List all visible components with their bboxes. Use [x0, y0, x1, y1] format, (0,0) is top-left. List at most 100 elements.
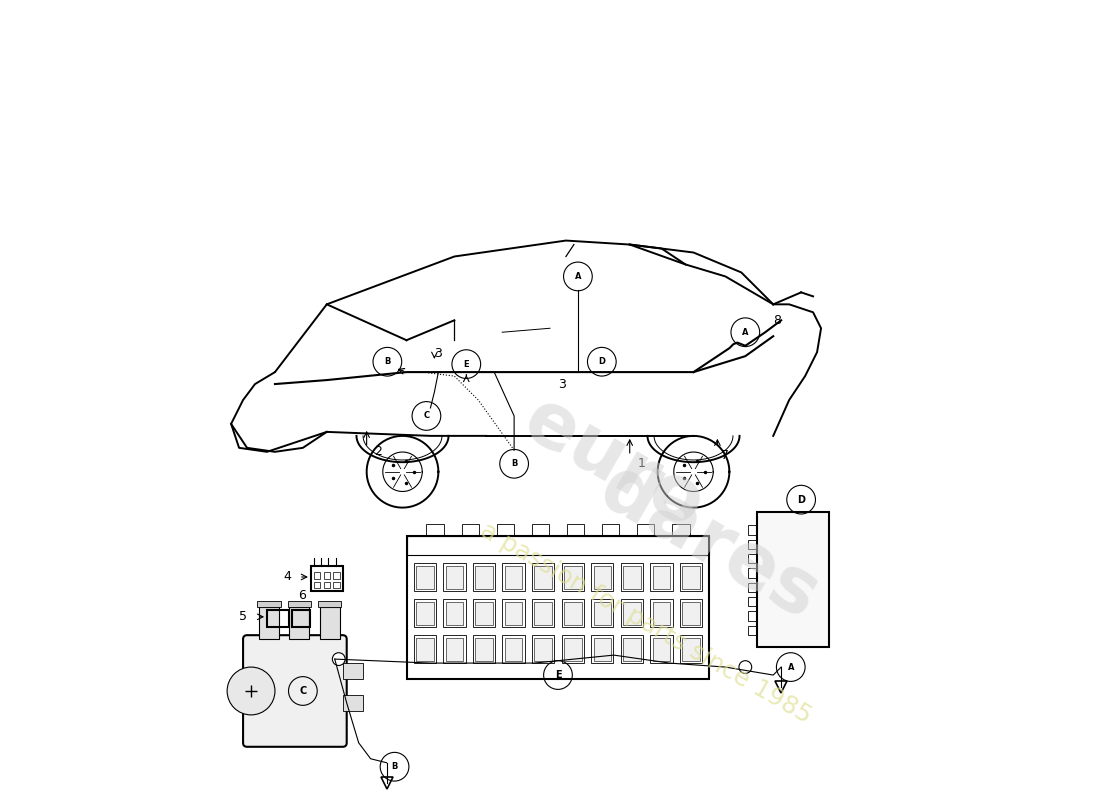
Bar: [680, 599, 702, 627]
Bar: [652, 566, 670, 589]
Text: E: E: [463, 360, 469, 369]
Text: D: D: [798, 494, 805, 505]
Text: 3: 3: [558, 378, 565, 390]
Bar: [505, 566, 522, 589]
Bar: [288, 601, 311, 607]
Bar: [333, 572, 340, 578]
Bar: [748, 525, 757, 534]
Bar: [748, 597, 757, 606]
Bar: [414, 635, 436, 663]
Bar: [343, 663, 363, 679]
Bar: [748, 568, 757, 578]
Text: dares: dares: [586, 451, 833, 636]
Bar: [267, 610, 289, 627]
Bar: [532, 563, 554, 591]
Bar: [443, 635, 465, 663]
Text: B: B: [384, 358, 390, 366]
Bar: [652, 638, 670, 661]
Text: C: C: [299, 686, 307, 696]
Bar: [443, 599, 465, 627]
Bar: [623, 638, 640, 661]
Bar: [289, 607, 309, 639]
Bar: [594, 638, 612, 661]
Bar: [602, 523, 619, 535]
FancyBboxPatch shape: [243, 635, 346, 746]
Bar: [535, 566, 552, 589]
Bar: [594, 602, 612, 625]
Bar: [623, 566, 640, 589]
Bar: [748, 554, 757, 563]
Text: B: B: [392, 762, 398, 771]
Bar: [562, 563, 584, 591]
Bar: [620, 635, 644, 663]
Text: 6: 6: [298, 589, 306, 602]
Bar: [505, 638, 522, 661]
Text: 3: 3: [434, 347, 442, 360]
Text: 1: 1: [638, 458, 646, 470]
Text: 2: 2: [375, 446, 383, 458]
Bar: [323, 582, 330, 588]
Bar: [531, 523, 549, 535]
Bar: [748, 626, 757, 635]
Bar: [564, 638, 582, 661]
Bar: [258, 607, 279, 639]
Text: E: E: [554, 670, 561, 680]
Text: A: A: [574, 272, 581, 281]
Bar: [473, 563, 495, 591]
Bar: [650, 599, 672, 627]
Text: A: A: [788, 662, 794, 671]
Bar: [652, 602, 670, 625]
Bar: [416, 602, 433, 625]
Text: A: A: [742, 328, 749, 337]
Bar: [532, 635, 554, 663]
Bar: [320, 607, 340, 639]
Bar: [564, 566, 582, 589]
Bar: [323, 572, 330, 578]
Text: 7: 7: [722, 450, 729, 462]
Bar: [414, 563, 436, 591]
Bar: [293, 610, 310, 627]
Text: 5: 5: [239, 610, 248, 623]
Bar: [594, 566, 612, 589]
Bar: [620, 563, 644, 591]
Bar: [748, 539, 757, 549]
Text: D: D: [598, 358, 605, 366]
Bar: [564, 602, 582, 625]
Bar: [496, 523, 514, 535]
Circle shape: [332, 653, 345, 666]
Bar: [535, 638, 552, 661]
Bar: [562, 599, 584, 627]
Bar: [682, 602, 700, 625]
Bar: [503, 563, 525, 591]
Bar: [748, 582, 757, 592]
Bar: [443, 563, 465, 591]
Bar: [591, 599, 614, 627]
Bar: [311, 566, 343, 591]
Bar: [535, 602, 552, 625]
Text: B: B: [510, 459, 517, 468]
Text: 8: 8: [773, 314, 781, 326]
Bar: [407, 535, 710, 555]
Text: C: C: [424, 411, 429, 421]
Bar: [475, 602, 493, 625]
Bar: [446, 638, 463, 661]
Bar: [414, 599, 436, 627]
Bar: [318, 601, 341, 607]
Bar: [680, 635, 702, 663]
Bar: [757, 512, 829, 647]
Bar: [650, 563, 672, 591]
Bar: [680, 563, 702, 591]
Bar: [650, 635, 672, 663]
Bar: [672, 523, 690, 535]
Bar: [591, 563, 614, 591]
Bar: [503, 635, 525, 663]
Bar: [446, 566, 463, 589]
Text: 4: 4: [283, 570, 290, 583]
Text: euro: euro: [510, 382, 717, 545]
Bar: [473, 599, 495, 627]
Bar: [314, 572, 320, 578]
Bar: [503, 599, 525, 627]
Bar: [475, 638, 493, 661]
Bar: [532, 599, 554, 627]
Bar: [333, 582, 340, 588]
